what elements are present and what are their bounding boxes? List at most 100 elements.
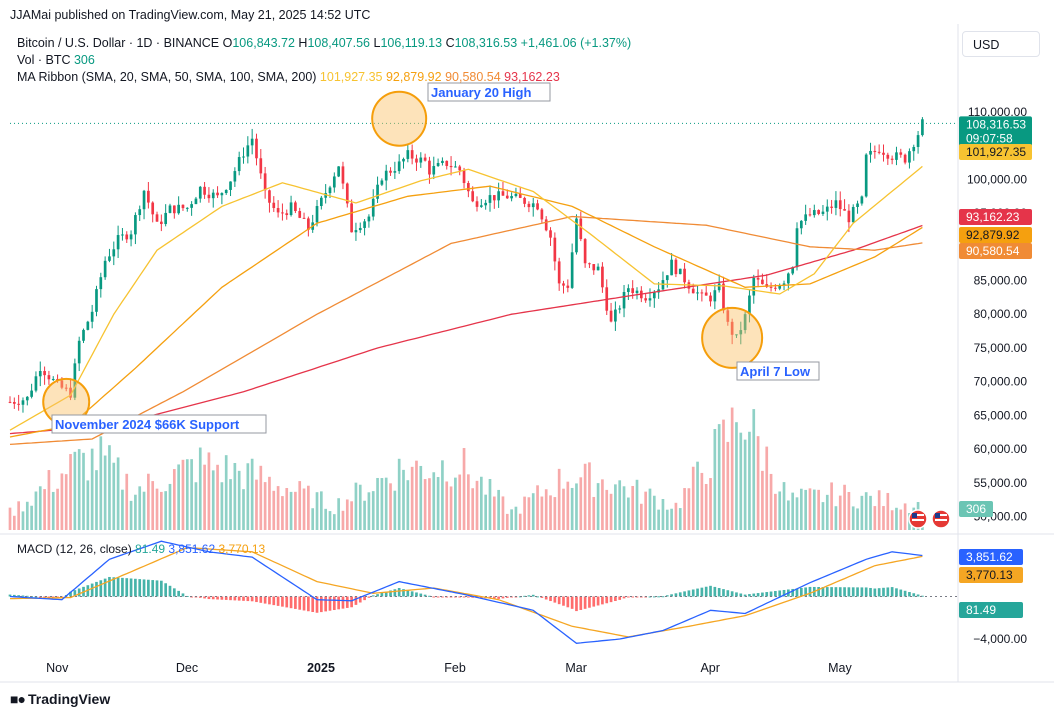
macd-hist-bar [704,586,708,597]
macd-hist-bar [761,592,764,597]
macd-hist-bar [544,596,548,600]
candle-body [315,206,319,223]
volume-bar [609,493,613,530]
macd-hist-bar [735,592,738,597]
volume-bar [652,495,656,530]
macd-hist-bar [609,596,613,603]
volume-legend[interactable]: Vol · BTC 306 [17,53,95,67]
macd-hist-bar [224,596,228,600]
candle-body [345,183,349,204]
macd-hist-bar [12,594,16,597]
macd-hist-bar [752,593,756,597]
macd-hist-bar [172,588,176,597]
macd-signal-value: 3,770.13 [218,542,266,556]
macd-hist-bar [462,596,466,598]
macd-hist-bar [549,596,552,602]
candle-body [812,210,816,216]
candle-body [717,283,721,291]
volume-bar [38,486,42,530]
volume-bar [47,470,51,530]
price-tag [959,243,1032,259]
candle-body [198,186,202,199]
macd-hist-bar [298,596,302,610]
candle-body [748,295,751,315]
volume-bar [869,495,872,530]
ohlc-close-label: C [445,36,455,50]
macd-hist-bar [748,594,751,597]
candle-body [341,166,345,184]
macd-hist-bar [614,596,617,602]
macd-hist-bar [505,596,509,598]
candle-body [194,198,198,205]
candle-body [523,197,526,204]
macd-hist-bar [592,596,596,607]
volume-bar [458,474,462,530]
macd-hist-bar [371,595,375,597]
candle-body [34,376,38,391]
ohlc-low-label: L [373,36,381,50]
volume-bar [103,455,107,530]
volume-bar [812,489,816,530]
volume-bar [177,464,180,530]
macd-hist-bar [886,587,890,597]
volume-bar [419,465,423,530]
volume-bar [531,493,535,530]
volume-bar [328,511,332,530]
macd-line [9,540,923,644]
candle-body [441,160,444,163]
candle-body [397,161,401,172]
volume-bar [138,486,142,530]
volume-bar [43,489,46,530]
volume-bar [518,513,522,530]
macd-hist-bar [164,583,168,597]
candle-body [877,151,881,153]
macd-hist-bar [726,590,730,597]
volume-bar [821,502,825,530]
macd-hist-bar [847,587,851,597]
candle-body [622,291,626,309]
candle-body [294,202,297,212]
symbol-name[interactable]: Bitcoin / U.S. Dollar · 1D · BINANCE [17,36,220,50]
volume-bar [129,500,133,530]
candle-body [423,157,427,161]
candle-body [817,210,820,214]
volume-bar [116,457,120,530]
macd-hist-bar [410,591,414,597]
candle-body [90,311,94,322]
candle-body [886,154,890,159]
candle-body [367,216,371,222]
candle-body [566,285,570,288]
us-flag-stripe [912,514,924,516]
macd-hist-bar [129,578,133,597]
candle-body [354,230,358,233]
macd-hist-bar [730,591,734,597]
volume-bar [211,470,215,530]
volume-bar [635,479,639,530]
candle-body [86,321,90,330]
macd-hist-bar [121,577,124,597]
sma50-line [9,185,923,438]
volume-bar [147,473,150,530]
macd-legend[interactable]: MACD (12, 26, close) 81.49 3,851.62 3,77… [17,542,265,556]
ma-ribbon-legend[interactable]: MA Ribbon (SMA, 20, SMA, 50, SMA, 100, S… [17,70,560,84]
tradingview-logo[interactable]: ■● TradingView [10,691,110,707]
sma200-line [9,224,923,435]
symbol-legend[interactable]: Bitcoin / U.S. Dollar · 1D · BINANCE O10… [17,36,631,50]
candle-body [263,173,267,191]
candle-body [799,220,803,229]
volume-bar [224,455,228,530]
macd-hist-bar [380,592,384,597]
macd-hist-bar [523,595,526,597]
candle-body [151,202,155,215]
macd-hist-bar [436,596,440,598]
candle-body [583,239,587,264]
volume-bar [601,479,604,530]
volume-bar [86,480,90,530]
candle-body [652,292,656,299]
currency-button[interactable]: USD [962,31,1040,57]
volume-bar [237,470,241,530]
candle-body [479,205,483,207]
volume-bar [843,484,846,530]
